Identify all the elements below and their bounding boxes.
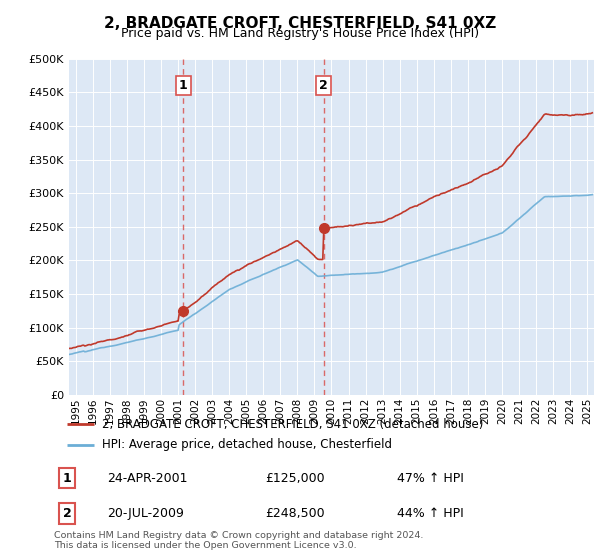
Text: 2, BRADGATE CROFT, CHESTERFIELD, S41 0XZ (detached house): 2, BRADGATE CROFT, CHESTERFIELD, S41 0XZ… [101,418,483,431]
Text: £125,000: £125,000 [265,472,325,485]
Text: 2, BRADGATE CROFT, CHESTERFIELD, S41 0XZ: 2, BRADGATE CROFT, CHESTERFIELD, S41 0XZ [104,16,496,31]
Text: Price paid vs. HM Land Registry's House Price Index (HPI): Price paid vs. HM Land Registry's House … [121,27,479,40]
Text: HPI: Average price, detached house, Chesterfield: HPI: Average price, detached house, Ches… [101,438,392,451]
Text: 2: 2 [63,507,71,520]
Text: 47% ↑ HPI: 47% ↑ HPI [397,472,464,485]
Text: 44% ↑ HPI: 44% ↑ HPI [397,507,464,520]
Text: Contains HM Land Registry data © Crown copyright and database right 2024.
This d: Contains HM Land Registry data © Crown c… [54,531,424,550]
Text: 1: 1 [179,79,188,92]
Text: 1: 1 [63,472,71,485]
Text: £248,500: £248,500 [265,507,325,520]
Text: 20-JUL-2009: 20-JUL-2009 [107,507,184,520]
Text: 24-APR-2001: 24-APR-2001 [107,472,187,485]
Text: 2: 2 [319,79,328,92]
